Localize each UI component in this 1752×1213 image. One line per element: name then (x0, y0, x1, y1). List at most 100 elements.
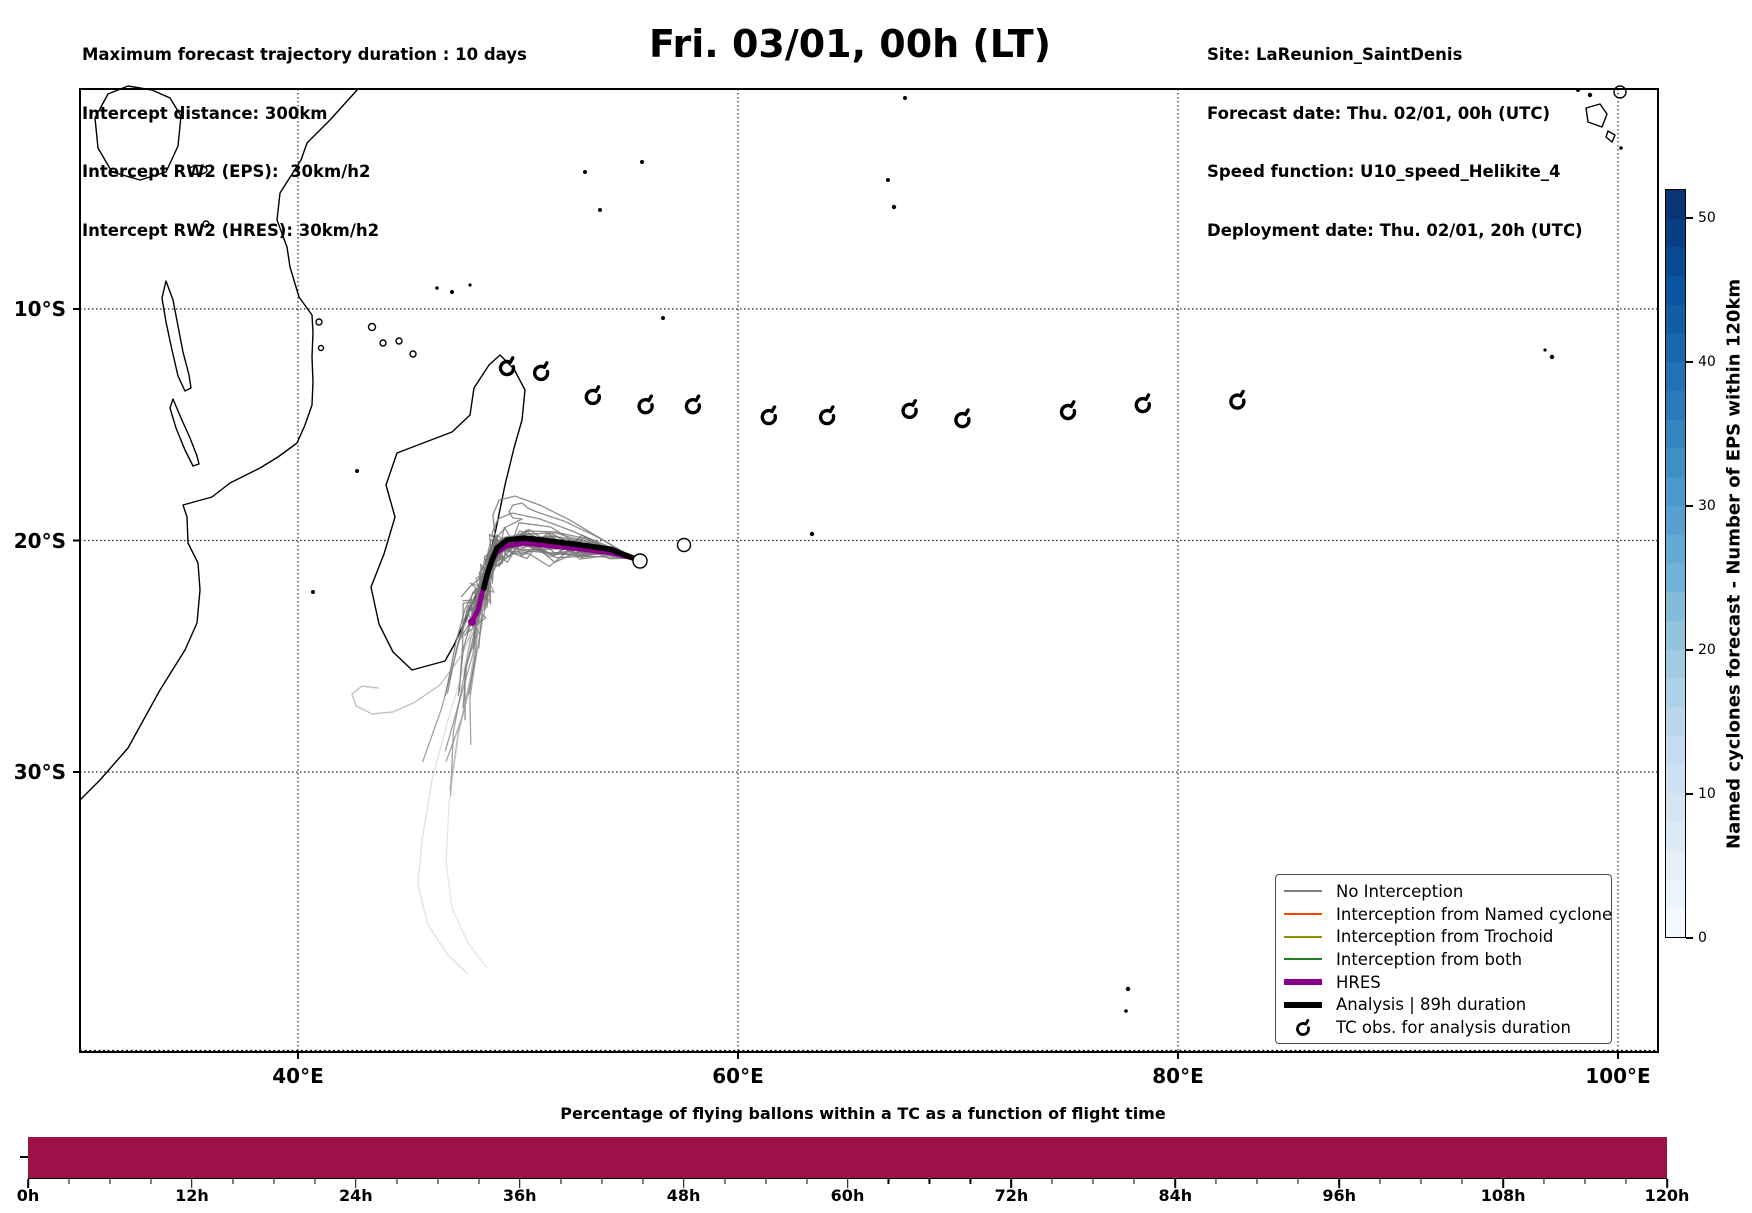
legend-item: Interception from both (1284, 948, 1603, 970)
island-outline (409, 350, 417, 358)
flight-bar-minor-tick (396, 1179, 398, 1184)
colorbar-tick (1686, 361, 1693, 363)
small-island (1605, 130, 1616, 143)
colorbar-segment (1666, 304, 1685, 334)
island-speck (640, 160, 644, 164)
colorbar-segment (1666, 620, 1685, 650)
sumatra-tip (1613, 85, 1627, 99)
forecast-date-text: Forecast date: Thu. 02/01, 00h (UTC) (1207, 103, 1551, 123)
colorbar-tick (1686, 937, 1693, 939)
madagascar-coastline (370, 354, 526, 671)
lat-tick-label: 30°S (13, 760, 66, 784)
tc-symbol-icon (1284, 1018, 1322, 1038)
colorbar-tick-label: 40 (1698, 353, 1716, 370)
colorbar-segment (1666, 706, 1685, 736)
intercept-rw2-eps-text: Intercept RW2 (EPS): 30km/h2 (82, 162, 371, 181)
flight-bar-tick-label: 48h (666, 1186, 701, 1205)
figure-title: Fri. 03/01, 00h (LT) (648, 22, 1051, 66)
island-speck (903, 96, 907, 100)
colorbar-label: Named cyclones forecast - Number of EPS … (1723, 278, 1745, 849)
map-frame (79, 88, 1659, 1053)
legend-line-sample (1284, 979, 1322, 986)
colorbar-segment (1666, 907, 1685, 937)
colorbar-segment (1666, 190, 1685, 219)
colorbar-tick (1686, 217, 1693, 219)
header-right-block: Site: LaReunion_SaintDenis Forecast date… (1207, 6, 1583, 260)
mentawai-island (1585, 103, 1608, 128)
colorbar-segment (1666, 419, 1685, 449)
tc-symbol (1296, 1018, 1310, 1036)
flight-bar-minor-tick (68, 1179, 70, 1184)
legend-item-label: No Interception (1336, 881, 1464, 901)
colorbar-segment (1666, 735, 1685, 765)
flight-bar-minor-tick (560, 1179, 562, 1184)
flight-bar-minor-tick (1420, 1179, 1422, 1184)
island-speck (583, 170, 587, 174)
analysis-track (481, 535, 636, 591)
island-outline (379, 339, 387, 347)
legend-line (1284, 913, 1322, 916)
lake-tanganyika (161, 280, 192, 392)
legend-item: Interception from Trochoid (1284, 926, 1603, 948)
colorbar-segment (1666, 505, 1685, 535)
colorbar-tick (1686, 793, 1693, 795)
colorbar-tick-label: 10 (1698, 785, 1716, 802)
ensemble-track-north (492, 495, 634, 559)
tc-symbol (498, 356, 516, 377)
flight-bar-tick-label: 60h (830, 1186, 865, 1205)
legend-line (1284, 935, 1322, 938)
legend-item: HRES (1284, 971, 1603, 993)
flight-bar-tick-label: 12h (175, 1186, 209, 1205)
island-speck (661, 316, 665, 320)
flight-bar-major-tick (682, 1179, 685, 1188)
legend-item-label: HRES (1336, 972, 1381, 992)
colorbar-segment (1666, 276, 1685, 305)
flight-bar-tick-label: 84h (1158, 1186, 1193, 1205)
site-text: Site: LaReunion_SaintDenis (1207, 45, 1463, 64)
flight-bar-title: Percentage of flying ballons within a TC… (560, 1104, 1166, 1123)
legend-item: Analysis | 89h duration (1284, 994, 1603, 1016)
flight-bar-minor-tick (314, 1179, 316, 1184)
island-outline (367, 322, 377, 332)
flight-bar-tick-label: 120h (1644, 1186, 1690, 1205)
reunion-island (632, 553, 648, 569)
flight-bar (28, 1137, 1667, 1178)
tc-symbol (1134, 393, 1151, 414)
island-speck (1549, 354, 1555, 360)
flight-bar-major-tick (1666, 1179, 1668, 1188)
flight-bar-axis (28, 1178, 1667, 1179)
flight-bar-tick-label: 72h (994, 1186, 1029, 1205)
flight-bar-tick-label: 36h (502, 1186, 537, 1205)
lat-tick-label: 10°S (13, 297, 66, 321)
flight-bar-minor-tick (928, 1179, 930, 1184)
legend-line-sample (1284, 935, 1322, 938)
flight-bar-ytick (20, 1156, 28, 1158)
island-outline (395, 337, 403, 345)
lon-tick-label: 80°E (1152, 1064, 1204, 1088)
flight-bar-minor-tick (1584, 1179, 1586, 1184)
flight-bar-tick-label: 0h (16, 1186, 40, 1205)
flight-bar-minor-tick (478, 1179, 480, 1184)
flight-bar-minor-tick (150, 1179, 152, 1184)
island-speck (311, 590, 315, 594)
flight-bar-minor-tick (642, 1179, 644, 1184)
ensemble-track-south (351, 614, 479, 715)
legend-item-label: Interception from Trochoid (1336, 927, 1554, 947)
legend-item-label: TC obs. for analysis duration (1336, 1018, 1571, 1038)
legend-item: No Interception (1284, 880, 1603, 902)
legend-line (1284, 890, 1322, 893)
tc-symbol (584, 385, 601, 406)
colorbar-tick (1686, 505, 1693, 507)
hres-track-end (468, 617, 477, 626)
lon-tick-label: 100°E (1585, 1064, 1651, 1088)
legend-line-sample (1284, 1001, 1322, 1008)
flight-bar-minor-tick (969, 1179, 971, 1184)
flight-bar-tick-label: 96h (1322, 1186, 1357, 1205)
flight-bar-minor-tick (1092, 1179, 1094, 1184)
legend-line-sample (1284, 958, 1322, 961)
ensemble-track (462, 536, 634, 602)
tc-symbol (1229, 389, 1246, 410)
flight-bar-major-tick (191, 1179, 193, 1188)
